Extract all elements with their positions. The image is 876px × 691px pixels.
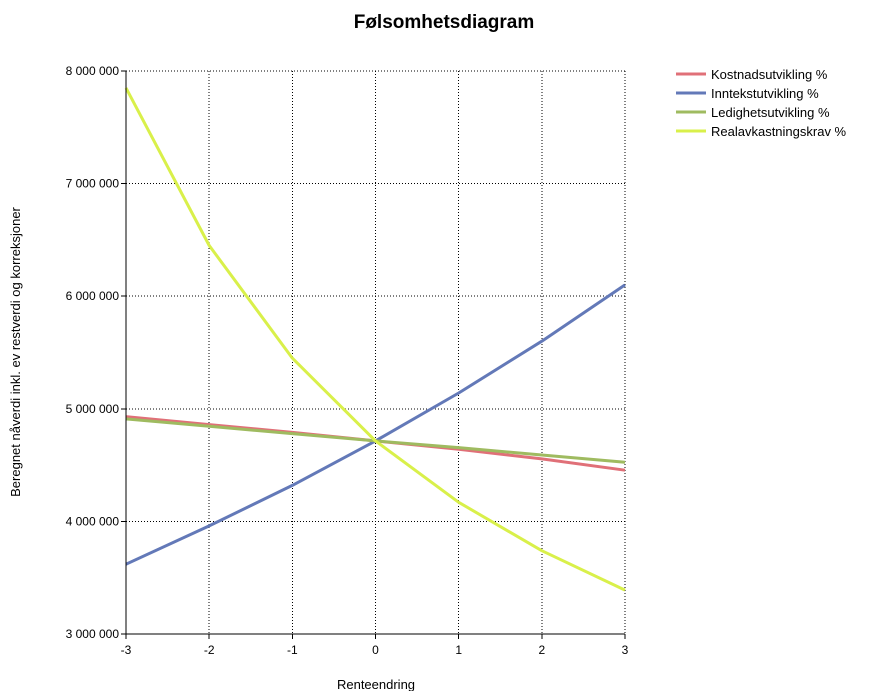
y-tick-label: 4 000 000 [66, 514, 120, 528]
grid [126, 70, 626, 634]
y-tick-label: 8 000 000 [66, 64, 120, 78]
x-tick-label: 2 [538, 643, 545, 657]
y-axis-label: Beregnet nåverdi inkl. ev restverdi og k… [8, 206, 23, 496]
legend: Kostnadsutvikling % Inntekstutvikling % Le… [676, 67, 847, 139]
x-tick-label: -2 [204, 643, 215, 657]
legend-label: Realavkastningskrav % [711, 124, 847, 139]
chart-title: Følsomhetsdiagram [354, 12, 535, 33]
x-tick-label: 1 [455, 643, 462, 657]
series-line [124, 87, 626, 592]
y-tick-label: 6 000 000 [66, 289, 120, 303]
y-tick-label: 5 000 000 [66, 402, 120, 416]
x-tick-label: 3 [622, 643, 629, 657]
axes [121, 70, 626, 639]
x-tick-label: 0 [372, 643, 379, 657]
x-tick-label: -1 [287, 643, 298, 657]
legend-label: Kostnadsutvikling % [711, 67, 828, 82]
x-tick-label: -3 [121, 643, 132, 657]
x-axis-label: Renteendring [337, 677, 415, 691]
series-layer [124, 87, 626, 592]
y-tick-label: 7 000 000 [66, 177, 120, 191]
legend-label: Ledighetsutvikling % [711, 105, 830, 120]
legend-label: Inntekstutvikling % [711, 86, 819, 101]
y-tick-label: 3 000 000 [66, 627, 120, 641]
tick-labels: 3 000 000 4 000 000 5 000 000 6 000 000 7 00… [66, 64, 629, 657]
